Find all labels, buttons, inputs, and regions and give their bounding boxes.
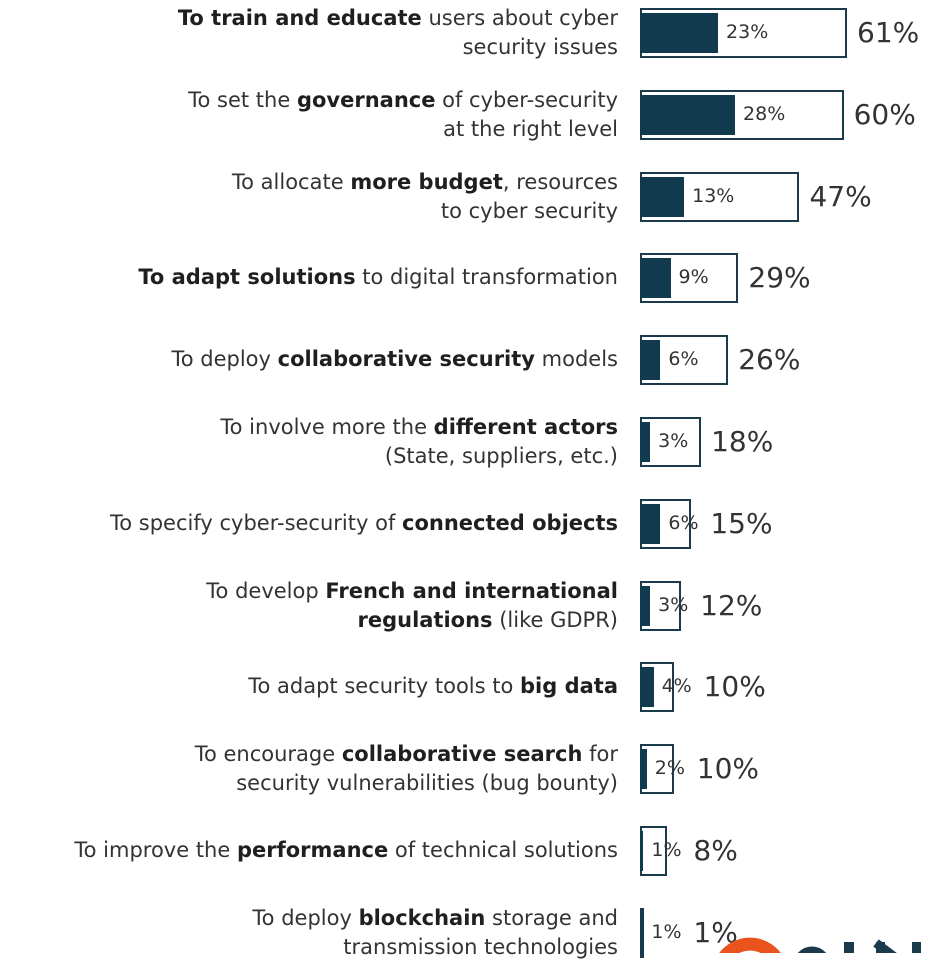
priority-value-label: 4% [661, 675, 692, 698]
category-label: To deploy collaborative security models [171, 347, 618, 372]
priority-bar [640, 422, 651, 462]
category-label: To encourage collaborative search for sec… [194, 742, 618, 796]
priority-bar [640, 258, 671, 299]
category-label: To allocate more budget, resources to cyb… [231, 169, 618, 223]
priority-bar [640, 585, 651, 626]
priority-value-label: 23% [726, 21, 769, 43]
priority-bar [640, 912, 644, 953]
total-bar [640, 417, 702, 467]
priority-value-label: 6% [668, 348, 699, 371]
priority-bar [640, 13, 719, 53]
priority-bar [640, 503, 661, 544]
priority-value-label: 1% [651, 839, 682, 861]
priority-value-label: 13% [692, 184, 735, 207]
total-value-label: 12% [700, 588, 763, 622]
priority-value-label: 9% [678, 266, 709, 289]
priority-bar [640, 340, 661, 381]
category-label: To improve the performance of technical … [74, 838, 618, 862]
total-value-label: 26% [738, 343, 801, 377]
total-value-label: 29% [748, 261, 811, 295]
priority-value-label: 6% [668, 511, 699, 534]
category-label: To set the governance of cyber-security a… [188, 87, 618, 141]
priority-bar [640, 749, 647, 790]
total-value-label: 47% [809, 179, 872, 213]
total-value-label: 60% [853, 97, 916, 131]
total-value-label: 10% [703, 670, 766, 704]
total-value-label: 8% [693, 834, 738, 867]
total-value-label: 10% [696, 752, 760, 786]
brand-logo-icon [719, 937, 921, 953]
category-label: To train and educate users about cyber se… [177, 6, 618, 59]
priority-bar [640, 176, 685, 217]
total-value-label: 15% [710, 506, 773, 540]
total-value-label: 61% [857, 16, 920, 49]
total-value-label: 18% [711, 425, 774, 458]
priority-value-label: 28% [743, 102, 786, 125]
priority-value-label: 2% [654, 757, 685, 780]
category-label: To deploy blockchain storage and transmis… [252, 905, 618, 959]
brand-logo [680, 925, 940, 953]
category-label: To develop French and international regul… [206, 578, 618, 632]
priority-value-label: 3% [658, 593, 689, 616]
priority-value-label: 1% [651, 920, 682, 943]
category-label: To adapt solutions to digital transforma… [138, 265, 618, 290]
priority-bar [640, 667, 654, 708]
category-label: To involve more the different actors (Sta… [220, 415, 618, 468]
priority-value-label: 3% [658, 430, 689, 452]
category-label: To specify cyber-security of connected o… [110, 510, 618, 535]
category-label: To adapt security tools to big data [248, 674, 618, 699]
priority-bar [640, 831, 644, 871]
priority-bar [640, 94, 736, 135]
